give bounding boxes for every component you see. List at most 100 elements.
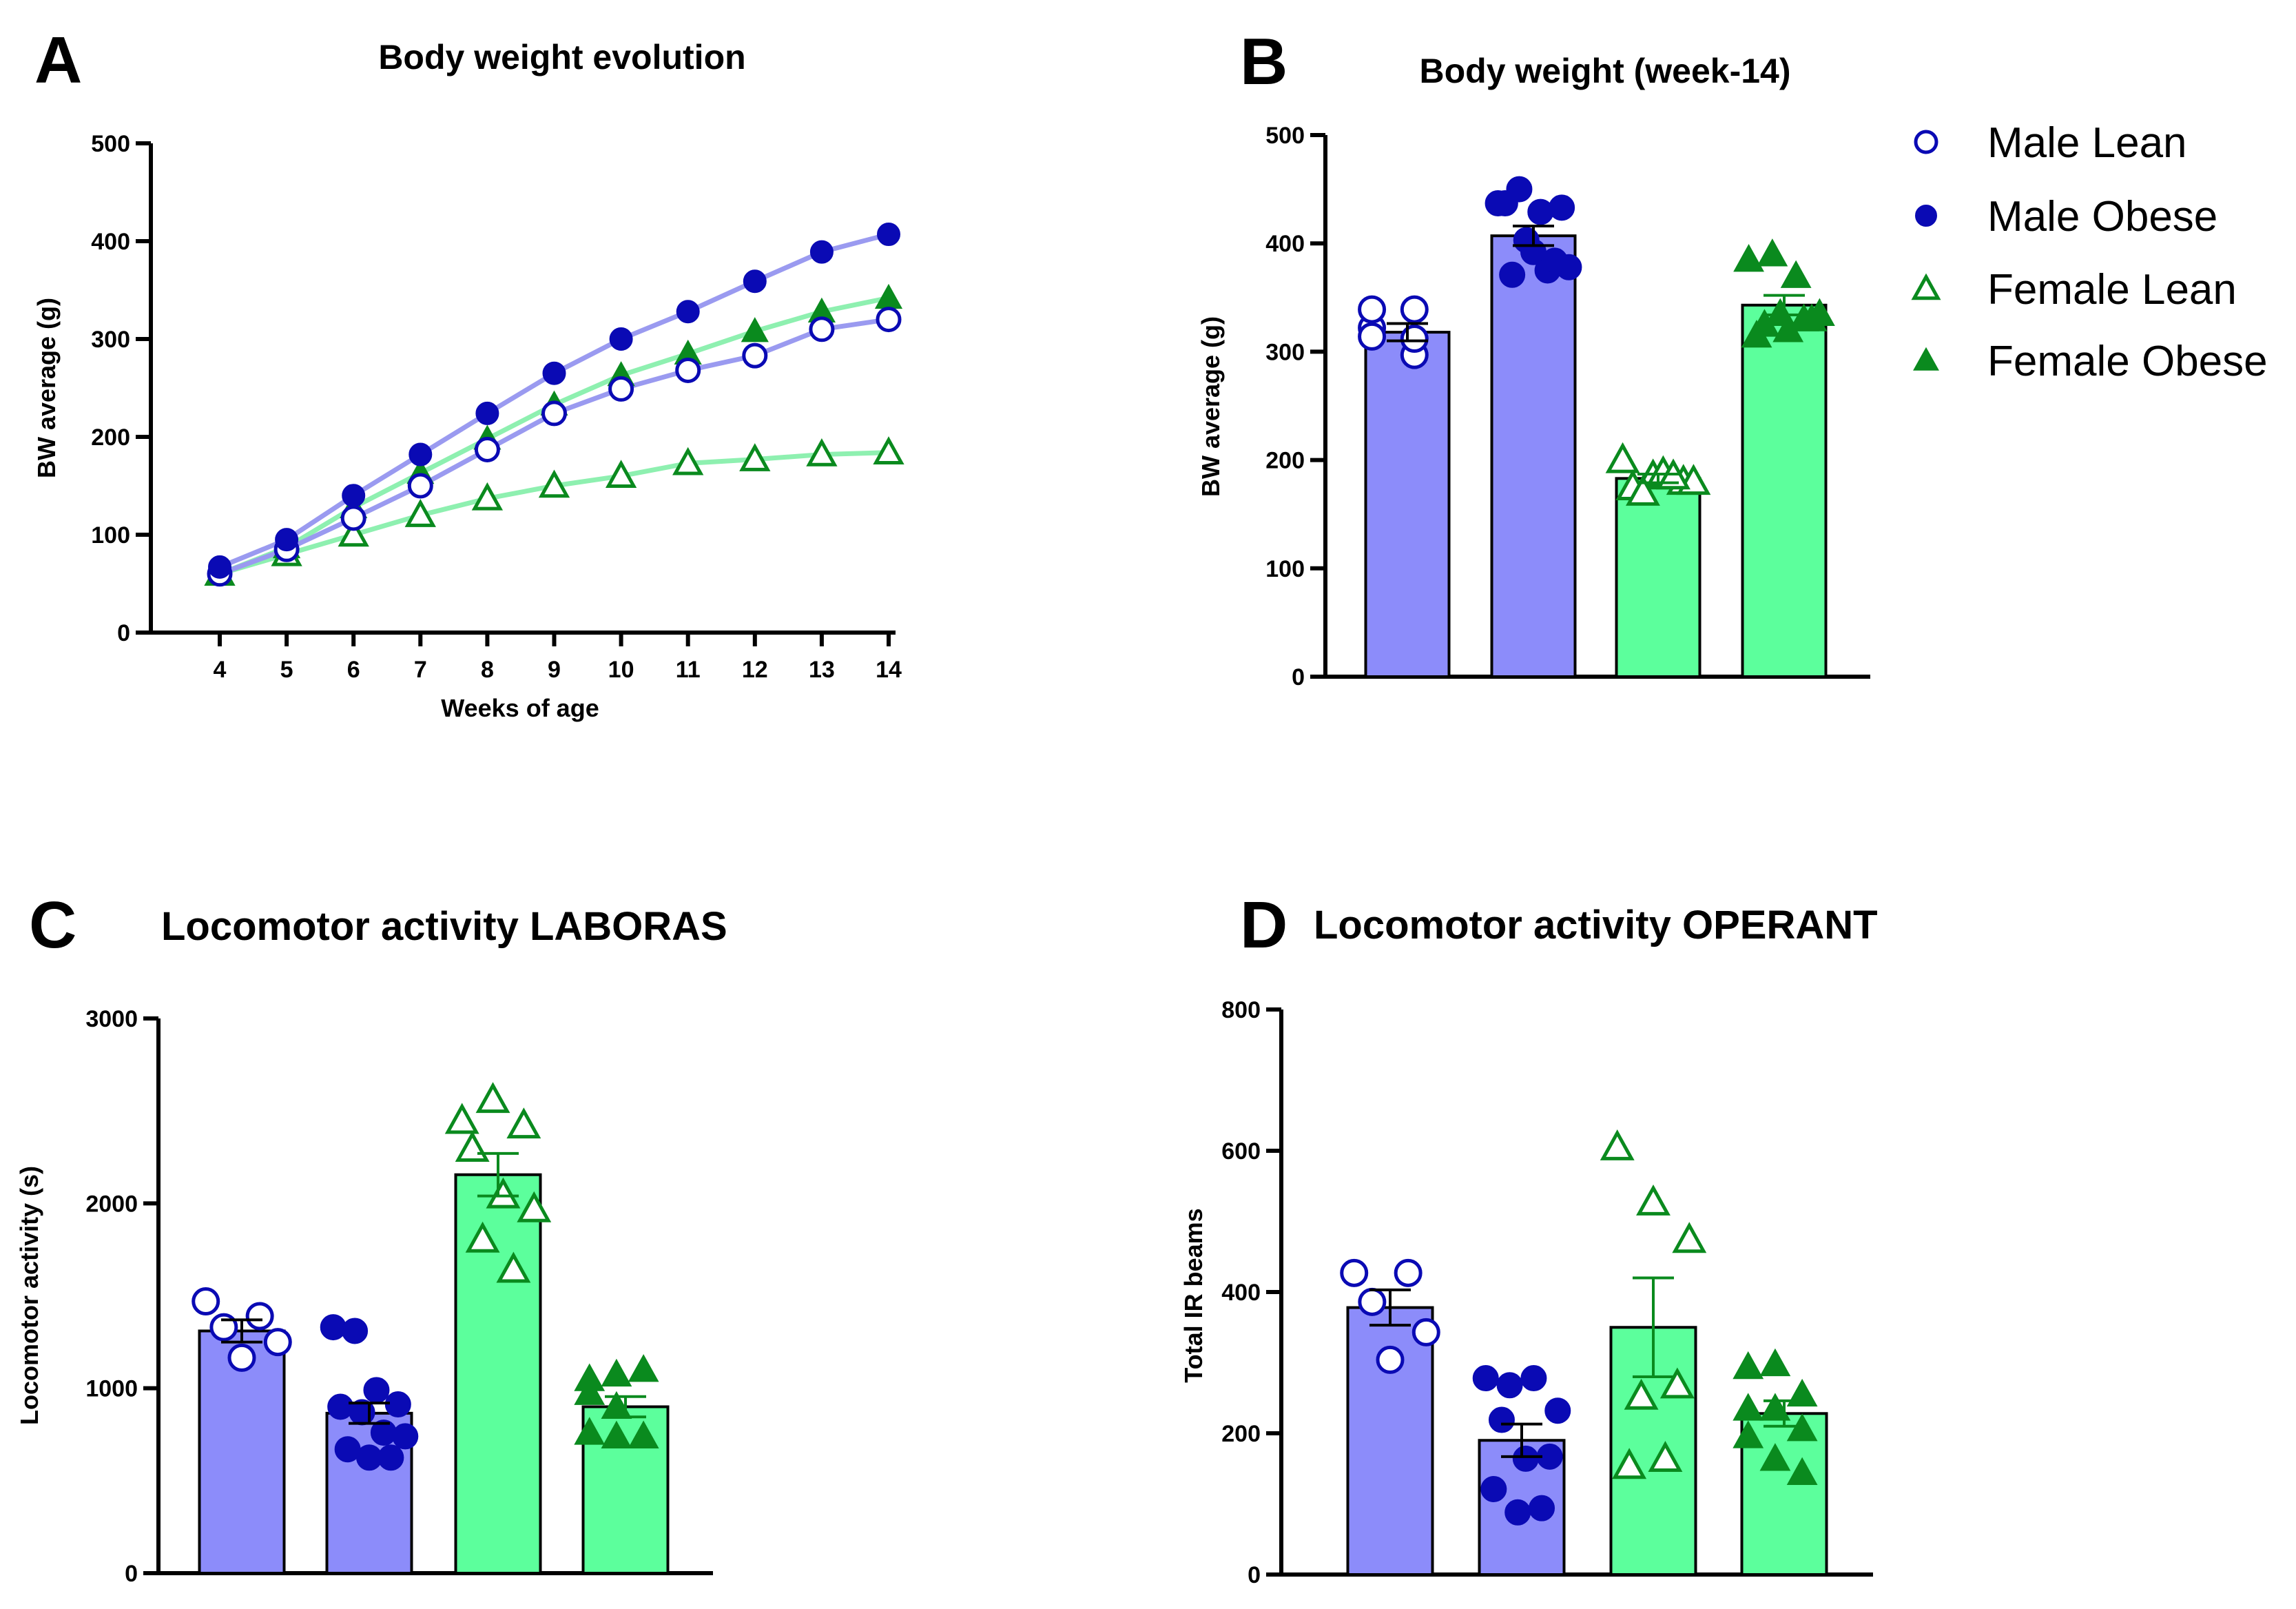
data-point — [628, 1354, 659, 1382]
y-tick-label: 100 — [91, 522, 130, 549]
bar — [454, 1173, 542, 1575]
data-point — [1376, 1345, 1405, 1374]
data-point — [1400, 295, 1429, 324]
data-point — [486, 1177, 521, 1209]
data-point — [474, 436, 500, 462]
y-tick-label: 1000 — [85, 1376, 138, 1402]
y-axis-label: BW average (g) — [1197, 316, 1225, 497]
points-male-lean — [192, 1287, 292, 1372]
data-point — [340, 505, 366, 531]
data-point — [363, 1377, 390, 1404]
data-point — [806, 438, 838, 467]
chart-title: Body weight (week-14) — [1420, 52, 1791, 90]
data-point — [1600, 1129, 1635, 1160]
y-tick-label: 400 — [1265, 231, 1305, 257]
points-female-lean — [1600, 1129, 1707, 1479]
x-tick-label: 7 — [414, 657, 427, 683]
data-point — [517, 1191, 552, 1222]
y-tick-label: 0 — [117, 620, 130, 646]
data-point — [475, 1082, 510, 1114]
y-tick-label: 800 — [1221, 997, 1261, 1023]
data-point — [1626, 474, 1660, 506]
bar — [1615, 477, 1702, 678]
points-female-obese — [574, 1354, 659, 1448]
data-point — [605, 460, 637, 489]
data-point — [672, 447, 704, 475]
chart-title: Locomotor activity OPERANT — [1314, 903, 1878, 947]
data-point — [1733, 1393, 1764, 1421]
data-point — [601, 1420, 632, 1448]
data-point — [320, 1314, 347, 1341]
data-point — [1733, 1420, 1764, 1448]
x-tick-label: 14 — [876, 657, 902, 683]
panel-letter: D — [1240, 888, 1287, 962]
data-point — [1648, 1441, 1683, 1472]
data-point — [342, 1318, 369, 1344]
data-point — [475, 401, 499, 425]
data-point — [873, 436, 904, 464]
data-point — [1733, 244, 1764, 272]
data-point — [1480, 1475, 1507, 1502]
y-axis-label: Total IR beams — [1179, 1208, 1208, 1382]
bar — [1364, 331, 1451, 678]
data-point — [1605, 442, 1640, 473]
x-tick-label: 13 — [809, 657, 835, 683]
data-point — [1759, 1443, 1791, 1471]
x-tick-label: 8 — [481, 657, 494, 683]
data-point — [1358, 295, 1387, 324]
data-point — [741, 317, 769, 342]
legend: Male Lean Male Obese Female Lean Female Obe… — [1911, 119, 2268, 385]
panel-a: A Body weight evolution BW average (g) 0 100… — [32, 23, 904, 722]
data-point — [245, 1302, 274, 1331]
data-point — [743, 269, 767, 294]
x-tick-label: 11 — [676, 657, 701, 683]
x-tick-label: 5 — [280, 657, 293, 683]
data-point — [465, 1221, 500, 1253]
data-point — [676, 300, 700, 324]
points-female-obese — [1733, 238, 1835, 348]
x-tick-label: 10 — [608, 657, 634, 683]
points-female-lean — [1605, 442, 1711, 506]
data-point — [1759, 1393, 1791, 1421]
data-point — [192, 1287, 220, 1316]
data-point — [608, 376, 634, 402]
data-point — [1788, 303, 1819, 331]
legend-label: Female Obese — [1987, 338, 2268, 385]
data-point — [1529, 1495, 1555, 1521]
y-tick-label: 0 — [125, 1561, 138, 1587]
data-point — [496, 1251, 531, 1283]
data-point — [1340, 1258, 1369, 1287]
data-point — [1624, 1378, 1659, 1410]
data-point — [574, 1417, 606, 1445]
data-point — [408, 442, 433, 467]
y-tick-label: 300 — [1265, 339, 1305, 365]
data-point — [628, 1420, 659, 1448]
data-point — [876, 307, 902, 333]
data-point — [455, 1131, 490, 1162]
data-point — [471, 482, 504, 511]
data-point — [609, 327, 633, 351]
legend-item: Male Obese — [1915, 193, 2217, 240]
data-point — [407, 473, 433, 499]
legend-marker-icon — [1913, 347, 1939, 371]
y-tick-label: 500 — [91, 131, 130, 157]
panel-letter: A — [34, 23, 82, 97]
y-tick-label: 0 — [1248, 1562, 1261, 1588]
data-point — [1544, 1397, 1571, 1424]
data-point — [208, 555, 231, 579]
panel-letter: B — [1240, 25, 1287, 99]
data-point — [1499, 261, 1526, 288]
data-point — [392, 1423, 419, 1450]
points-female-obese — [1733, 1348, 1818, 1485]
data-point — [327, 1393, 354, 1420]
data-point — [342, 484, 366, 508]
data-point — [1358, 322, 1387, 351]
data-point — [1472, 1365, 1499, 1392]
data-point — [1786, 1413, 1818, 1442]
y-axis-label: BW average (g) — [32, 298, 61, 478]
data-point — [404, 499, 436, 527]
panel-c: C Locomotor activity LABORAS Locomotor act… — [15, 888, 727, 1587]
data-point — [1411, 1318, 1440, 1346]
data-point — [1741, 320, 1772, 348]
